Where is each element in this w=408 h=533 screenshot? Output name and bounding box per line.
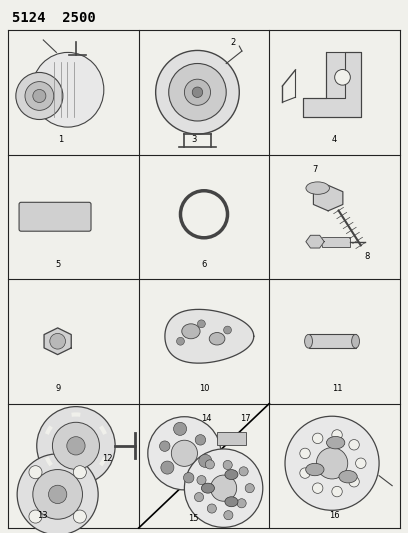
Polygon shape xyxy=(165,309,254,363)
Text: 10: 10 xyxy=(199,384,209,393)
Circle shape xyxy=(207,504,216,513)
Circle shape xyxy=(349,440,359,450)
Text: 1: 1 xyxy=(58,135,63,144)
Circle shape xyxy=(205,460,215,469)
Circle shape xyxy=(173,422,186,435)
FancyBboxPatch shape xyxy=(19,203,91,231)
Circle shape xyxy=(332,430,342,440)
Text: 14: 14 xyxy=(202,414,212,423)
Text: 5124  2500: 5124 2500 xyxy=(12,11,96,25)
Circle shape xyxy=(285,416,379,510)
Ellipse shape xyxy=(306,463,324,476)
Circle shape xyxy=(237,499,246,508)
Circle shape xyxy=(171,440,197,466)
Circle shape xyxy=(356,458,366,469)
Text: 2: 2 xyxy=(230,38,235,47)
Circle shape xyxy=(224,511,233,520)
Circle shape xyxy=(73,510,86,523)
Circle shape xyxy=(177,337,184,345)
Circle shape xyxy=(239,467,248,476)
Circle shape xyxy=(316,448,348,479)
Circle shape xyxy=(33,470,82,519)
Circle shape xyxy=(37,407,115,485)
Circle shape xyxy=(211,475,237,501)
Circle shape xyxy=(67,437,85,455)
Circle shape xyxy=(195,434,206,445)
Ellipse shape xyxy=(202,483,215,493)
Polygon shape xyxy=(313,185,343,211)
Circle shape xyxy=(160,441,170,451)
Text: 5: 5 xyxy=(55,260,60,269)
Text: 3: 3 xyxy=(191,135,196,144)
Circle shape xyxy=(313,433,323,443)
Text: 4: 4 xyxy=(332,135,337,144)
Circle shape xyxy=(161,461,174,474)
Circle shape xyxy=(313,483,323,494)
Circle shape xyxy=(300,468,310,478)
Text: 16: 16 xyxy=(329,511,340,520)
Circle shape xyxy=(349,477,359,487)
Circle shape xyxy=(148,417,221,490)
Circle shape xyxy=(335,69,350,85)
Text: 11: 11 xyxy=(332,384,343,393)
Ellipse shape xyxy=(209,333,225,345)
Ellipse shape xyxy=(339,471,357,483)
Polygon shape xyxy=(303,52,361,117)
Ellipse shape xyxy=(32,52,104,127)
Text: 7: 7 xyxy=(313,165,318,174)
Circle shape xyxy=(197,320,205,328)
Bar xyxy=(217,432,246,445)
Circle shape xyxy=(50,334,66,349)
Text: 9: 9 xyxy=(55,384,60,393)
Ellipse shape xyxy=(305,334,313,348)
Polygon shape xyxy=(44,328,71,354)
Ellipse shape xyxy=(352,334,359,348)
Circle shape xyxy=(332,486,342,497)
Ellipse shape xyxy=(225,497,238,507)
Circle shape xyxy=(184,473,194,483)
Circle shape xyxy=(52,422,100,470)
Circle shape xyxy=(169,63,226,121)
Circle shape xyxy=(33,90,46,102)
Circle shape xyxy=(73,466,86,479)
Ellipse shape xyxy=(326,437,345,449)
Circle shape xyxy=(300,448,310,459)
Circle shape xyxy=(197,475,206,484)
Ellipse shape xyxy=(182,324,200,339)
Circle shape xyxy=(29,466,42,479)
Text: 6: 6 xyxy=(201,260,207,269)
Circle shape xyxy=(245,483,254,492)
Bar xyxy=(322,237,350,247)
Circle shape xyxy=(156,51,239,134)
Circle shape xyxy=(184,449,263,527)
Bar xyxy=(308,334,356,348)
Circle shape xyxy=(184,79,211,106)
Circle shape xyxy=(25,82,54,110)
Ellipse shape xyxy=(306,182,329,195)
Circle shape xyxy=(199,454,212,467)
Circle shape xyxy=(195,492,204,502)
Circle shape xyxy=(49,485,67,504)
Circle shape xyxy=(29,510,42,523)
Text: 8: 8 xyxy=(365,252,370,261)
Circle shape xyxy=(16,72,63,119)
Text: 12: 12 xyxy=(102,454,113,463)
Text: 13: 13 xyxy=(37,511,47,520)
Text: 17: 17 xyxy=(240,414,251,423)
Circle shape xyxy=(223,461,232,470)
Circle shape xyxy=(192,87,203,98)
Circle shape xyxy=(224,326,231,334)
Ellipse shape xyxy=(225,470,238,480)
Polygon shape xyxy=(306,235,324,248)
Circle shape xyxy=(17,454,98,533)
Text: 15: 15 xyxy=(188,513,199,522)
